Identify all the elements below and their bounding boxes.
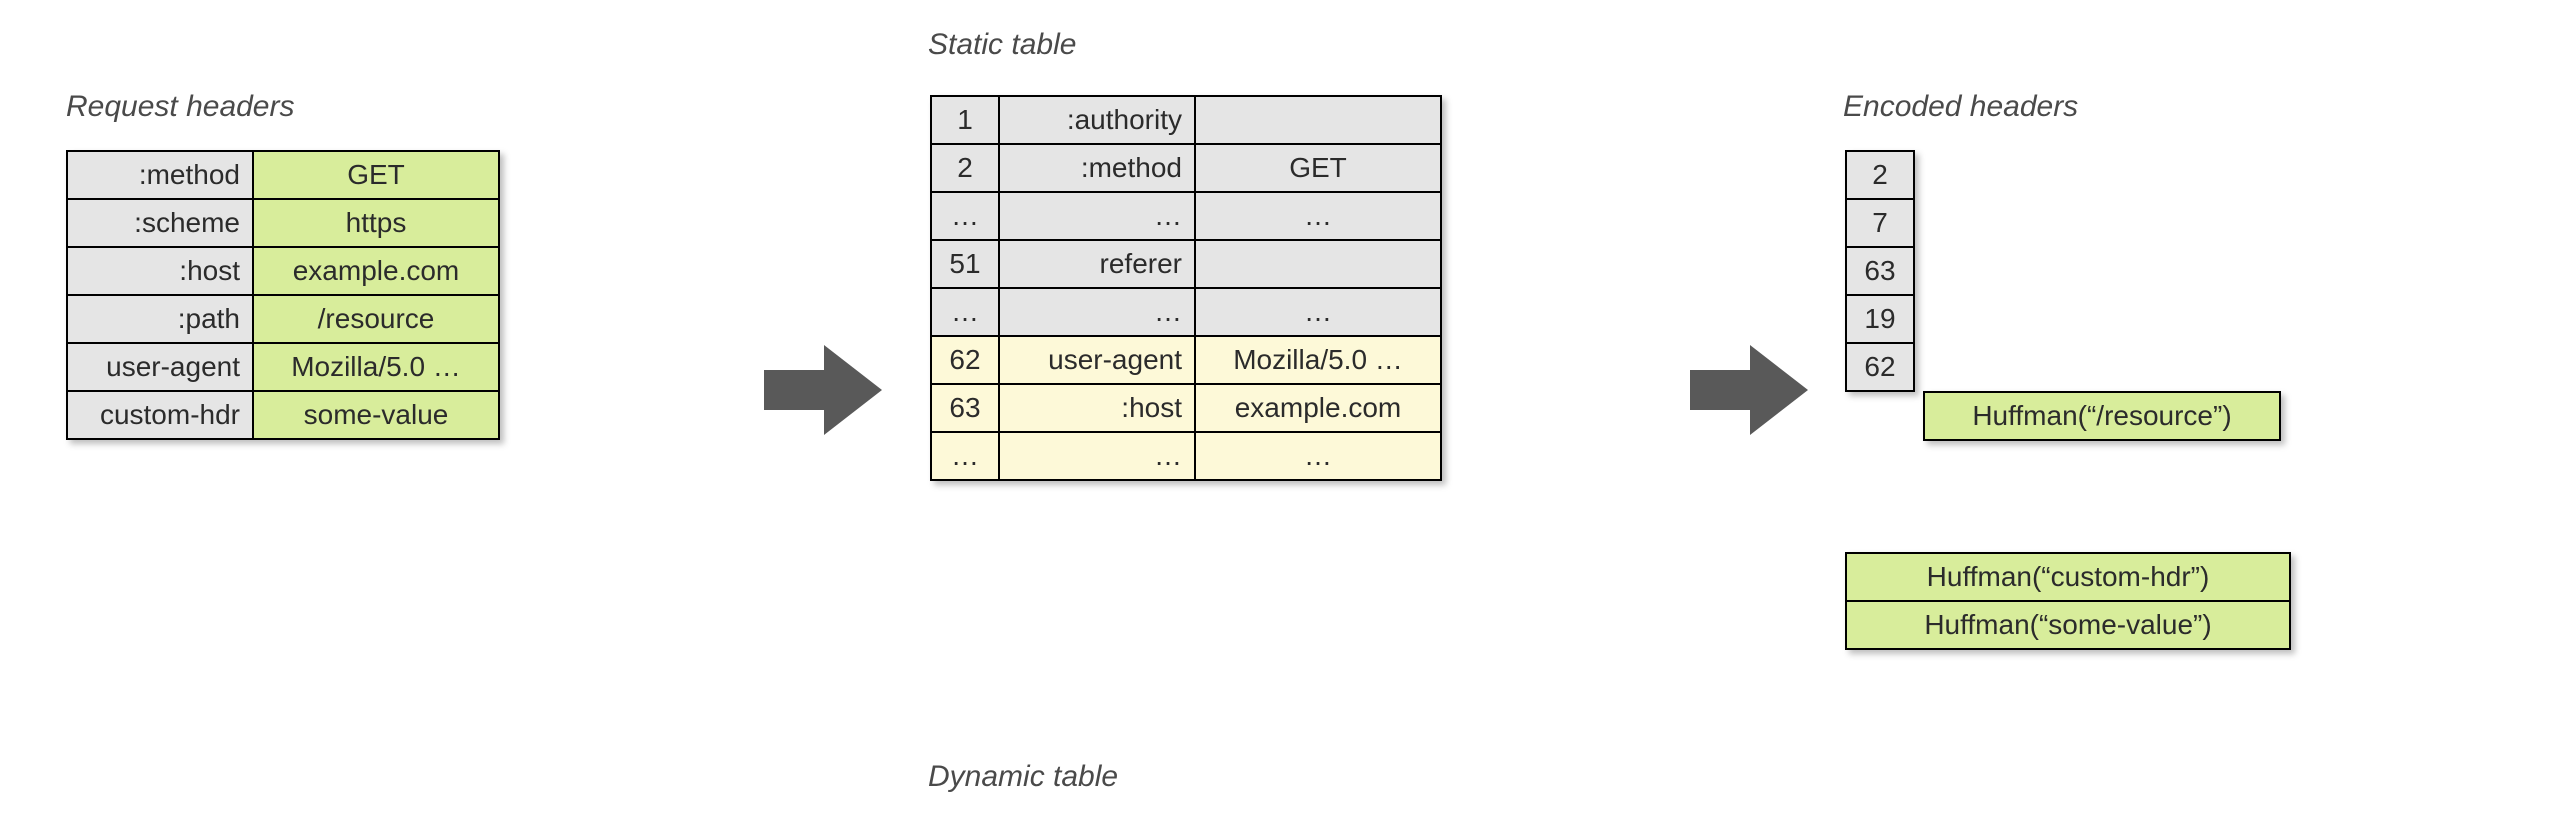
table-row: Huffman(“some-value”): [1846, 601, 2290, 649]
title-dynamic: Dynamic table: [928, 760, 1118, 794]
title-request: Request headers: [66, 90, 295, 124]
table-row: custom-hdrsome-value: [67, 391, 499, 439]
table-row: ………: [931, 432, 1441, 480]
table-row: 62user-agentMozilla/5.0 …: [931, 336, 1441, 384]
table-row: :schemehttps: [67, 199, 499, 247]
table-row: :hostexample.com: [67, 247, 499, 295]
table-row: ………: [931, 288, 1441, 336]
table-row: 62: [1846, 343, 1914, 391]
encoded-huffman-resource: Huffman(“/resource”): [1923, 391, 2281, 441]
table-row: ………: [931, 192, 1441, 240]
table-row: 63: [1846, 247, 1914, 295]
title-static: Static table: [928, 28, 1076, 62]
request-headers-table: :methodGET :schemehttps :hostexample.com…: [66, 150, 500, 440]
hpack-table: 1:authority 2:methodGET ……… 51referer ………: [930, 95, 1442, 481]
title-encoded: Encoded headers: [1843, 90, 2078, 124]
table-row: :methodGET: [67, 151, 499, 199]
table-row: Huffman(“custom-hdr”): [1846, 553, 2290, 601]
encoded-index-table: 2 7 63 19 62: [1845, 150, 1915, 392]
table-row: 63:hostexample.com: [931, 384, 1441, 432]
table-row: 2: [1846, 151, 1914, 199]
arrow-icon: [764, 340, 884, 447]
table-row: :path/resource: [67, 295, 499, 343]
table-row: 51referer: [931, 240, 1441, 288]
table-row: 7: [1846, 199, 1914, 247]
arrow-icon: [1690, 340, 1810, 447]
table-row: Huffman(“/resource”): [1924, 392, 2280, 440]
table-row: 19: [1846, 295, 1914, 343]
diagram-canvas: Request headers Static table Dynamic tab…: [0, 0, 2560, 833]
table-row: 2:methodGET: [931, 144, 1441, 192]
table-row: 1:authority: [931, 96, 1441, 144]
encoded-huffman-trailing: Huffman(“custom-hdr”) Huffman(“some-valu…: [1845, 552, 2291, 650]
table-row: user-agentMozilla/5.0 …: [67, 343, 499, 391]
